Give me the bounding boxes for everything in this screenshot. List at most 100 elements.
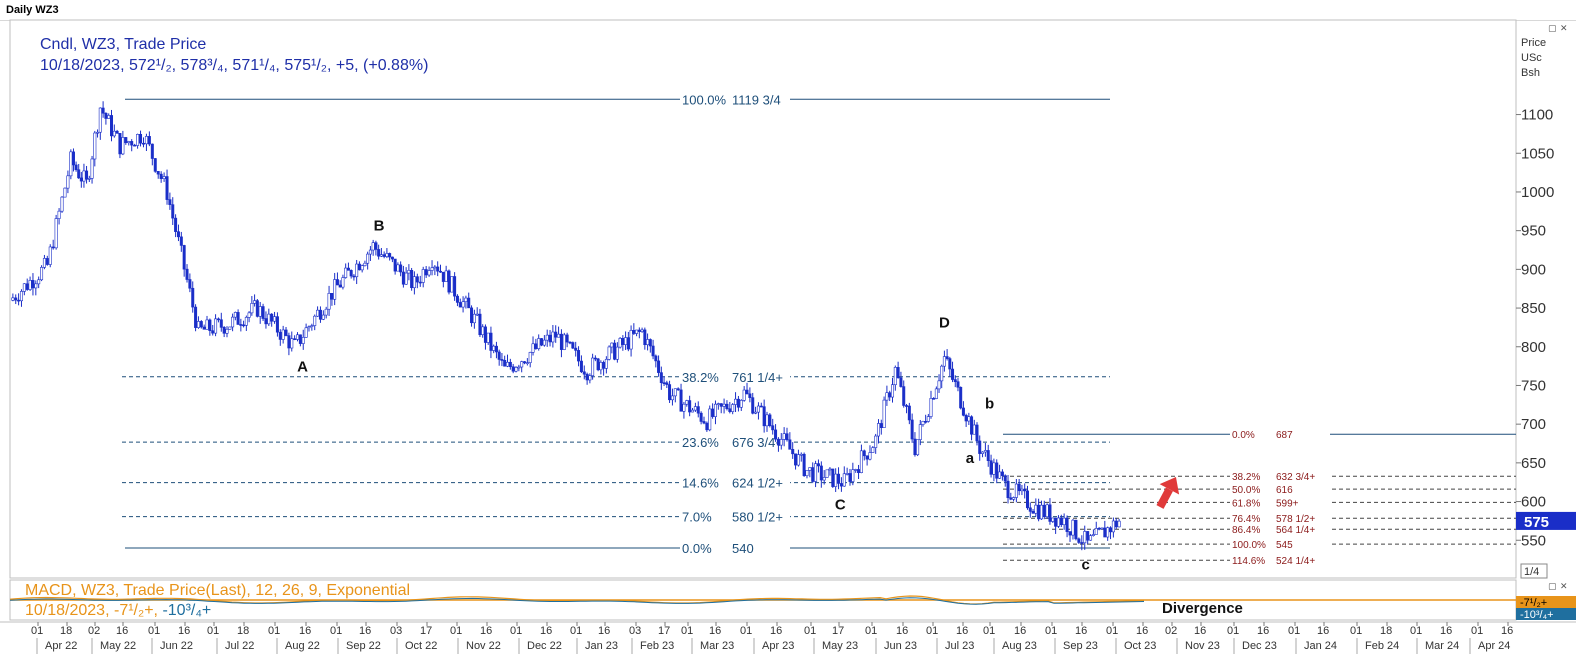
- candle-body: [981, 451, 985, 454]
- wave-label: b: [985, 396, 994, 413]
- x-day-label: 03: [390, 625, 402, 637]
- candle-body: [368, 249, 372, 255]
- candle-body: [615, 346, 619, 360]
- fib-main-pct: 7.0%: [682, 510, 712, 525]
- candle-body: [244, 317, 248, 326]
- candle-body: [130, 141, 134, 146]
- candle-body: [211, 330, 215, 334]
- x-day-label: 16: [540, 625, 552, 637]
- y-tick-label: 1100: [1521, 107, 1553, 124]
- candle-body: [1000, 471, 1004, 476]
- candle-body: [725, 403, 729, 410]
- x-month-label: Mar 24: [1425, 640, 1459, 652]
- candle-body: [865, 455, 869, 460]
- x-month-label: Mar 23: [700, 640, 734, 652]
- candle-body: [270, 313, 274, 322]
- candle-body: [848, 473, 852, 482]
- candle-body: [412, 276, 416, 289]
- fib-main-label-bg: [680, 508, 790, 524]
- candle-body: [640, 329, 644, 332]
- fib-secondary-value: 616: [1276, 485, 1293, 496]
- x-day-label: 01: [983, 625, 995, 637]
- candle-body: [71, 151, 75, 166]
- candle-body: [1009, 497, 1013, 500]
- candle-body: [453, 276, 457, 297]
- signal-value-label: -10³/₄+: [1520, 609, 1554, 621]
- candle-body: [77, 169, 81, 179]
- x-month-label: Dec 23: [1242, 640, 1277, 652]
- candle-body: [891, 384, 895, 398]
- x-day-label: 03: [629, 625, 641, 637]
- x-day-label: 01: [330, 625, 342, 637]
- candle-body: [596, 358, 600, 371]
- x-month-label: Sep 22: [346, 640, 381, 652]
- candle-body: [37, 279, 41, 285]
- candle-body: [196, 321, 200, 328]
- candle-body: [14, 297, 18, 301]
- x-day-label: 18: [237, 625, 249, 637]
- candle-body: [531, 343, 535, 353]
- x-day-label: 01: [926, 625, 938, 637]
- candle-body: [794, 453, 798, 466]
- candle-body: [593, 357, 597, 360]
- candle-body: [307, 326, 311, 329]
- macd-restore-icon[interactable]: ▢: [1548, 582, 1557, 592]
- candle-body: [98, 107, 102, 133]
- x-month-label: Jan 24: [1304, 640, 1337, 652]
- candle-body: [45, 258, 49, 265]
- candle-body: [363, 262, 367, 266]
- y-tick-label: 800: [1521, 339, 1546, 356]
- fib-main-pct: 38.2%: [682, 370, 719, 385]
- candle-body: [702, 421, 706, 424]
- candle-body: [626, 337, 630, 350]
- x-day-label: 16: [770, 625, 782, 637]
- candle-body: [385, 253, 389, 257]
- candle-body: [87, 178, 91, 180]
- candle-body: [967, 416, 971, 422]
- candle-body: [916, 439, 920, 456]
- candle-body: [511, 366, 515, 372]
- x-day-label: 01: [31, 625, 43, 637]
- candle-body: [995, 462, 999, 479]
- candle-body: [837, 473, 841, 484]
- candle-body: [216, 318, 220, 321]
- candle-body: [1017, 483, 1021, 492]
- x-day-label: 01: [804, 625, 816, 637]
- candle-body: [284, 329, 288, 336]
- candle-body: [517, 366, 521, 369]
- candle-body: [17, 299, 21, 302]
- candle-body: [805, 470, 809, 477]
- fib-main-label-bg: [680, 540, 790, 555]
- fib-secondary-pct: 38.2%: [1232, 472, 1260, 483]
- candle-body: [528, 352, 532, 363]
- candle-body: [893, 367, 897, 386]
- candle-body: [222, 327, 226, 334]
- candle-body: [261, 306, 265, 319]
- candle-body: [559, 333, 563, 350]
- candle-body: [436, 266, 440, 272]
- y-tick-label: 650: [1521, 455, 1546, 472]
- candle-body: [96, 131, 100, 134]
- candle-body: [287, 335, 291, 349]
- candle-body: [782, 433, 786, 440]
- candle-body: [646, 339, 650, 346]
- y-tick-label: 950: [1521, 223, 1546, 240]
- macd-close-icon[interactable]: ✕: [1560, 582, 1568, 592]
- candle-body: [310, 325, 314, 327]
- candle-body: [637, 329, 641, 332]
- candle-body: [791, 449, 795, 455]
- restore-icon[interactable]: ▢: [1548, 24, 1557, 34]
- x-month-label: Dec 22: [527, 640, 562, 652]
- candle-body: [407, 270, 411, 274]
- candle-body: [316, 309, 320, 317]
- candle-body: [236, 312, 240, 325]
- fib-secondary-label-bg: [1230, 470, 1330, 483]
- candle-body: [242, 324, 246, 327]
- candle-body: [69, 151, 73, 177]
- candle-body: [74, 164, 78, 171]
- candle-body: [728, 408, 732, 412]
- candle-body: [602, 362, 606, 369]
- candle-body: [508, 361, 512, 368]
- close-icon[interactable]: ✕: [1560, 24, 1568, 34]
- macd-legend-params: MACD, WZ3, Trade Price(Last), 12, 26, 9,…: [25, 582, 411, 599]
